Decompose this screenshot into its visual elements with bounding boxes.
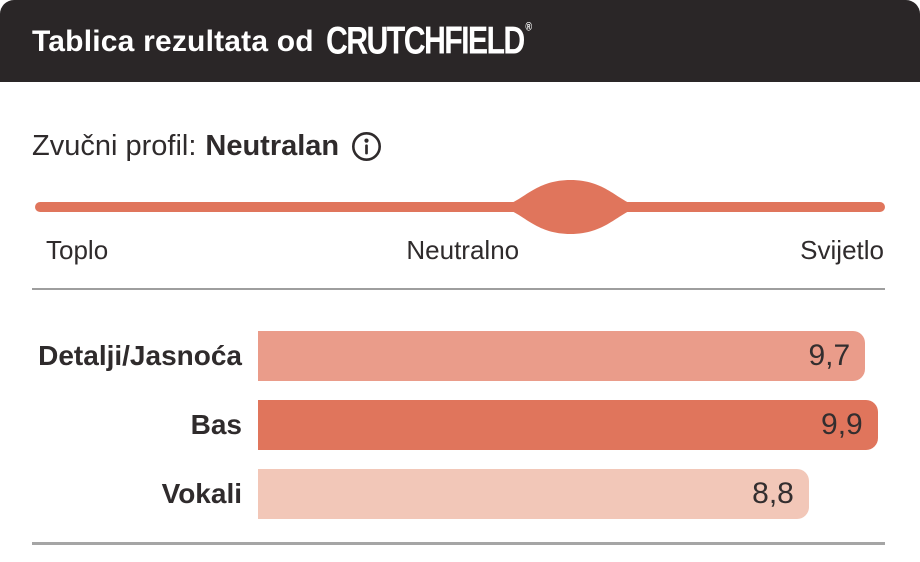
info-circle-icon[interactable] (351, 131, 382, 162)
crutchfield-logo: CRUTCHFIELD ® (325, 18, 532, 62)
bar-track: 9,9 (258, 400, 884, 450)
bar-row-bass: Bas 9,9 (0, 400, 920, 450)
spectrum-indicator-blob (495, 180, 646, 234)
bar-row-vocals: Vokali 8,8 (0, 469, 920, 519)
spectrum-labels: Toplo Neutralno Svijetlo (46, 235, 884, 266)
spectrum-label-neutral: Neutralno (406, 235, 520, 265)
bar-label: Detalji/Jasnoća (38, 340, 242, 371)
sound-profile-label: Zvučni profil: (32, 130, 197, 162)
header-bar: Tablica rezultata od CRUTCHFIELD ® (0, 0, 920, 82)
bar-value: 9,7 (808, 339, 851, 372)
spectrum-label-warm: Toplo (46, 235, 109, 265)
spectrum-label-bright: Svijetlo (800, 235, 884, 265)
bar-value: 9,9 (821, 408, 863, 441)
bar-fill: 8,8 (258, 469, 809, 519)
header-title: Tablica rezultata od CRUTCHFIELD ® (32, 18, 577, 62)
bar-value: 8,8 (752, 477, 794, 510)
divider-bottom (32, 542, 885, 545)
spectrum-line (35, 202, 885, 212)
sound-profile-value: Neutralan (205, 130, 340, 162)
registered-mark-icon: ® (525, 21, 532, 34)
bar-label: Bas (190, 409, 242, 440)
bar-label: Vokali (161, 478, 242, 509)
bar-track: 8,8 (258, 469, 884, 519)
sound-profile-spectrum (35, 180, 885, 234)
header-title-text: Tablica rezultata od (32, 25, 314, 58)
bar-fill: 9,7 (258, 331, 866, 381)
bar-track: 9,7 (258, 331, 884, 381)
bar-fill: 9,9 (258, 400, 878, 450)
score-bars: Detalji/Jasnoća 9,7 Bas 9,9 Vokali 8,8 (0, 331, 920, 519)
bar-row-detail-clarity: Detalji/Jasnoća 9,7 (0, 331, 920, 381)
divider-top (32, 288, 885, 290)
sound-profile-row: Zvučni profil: Neutralan (32, 130, 888, 163)
